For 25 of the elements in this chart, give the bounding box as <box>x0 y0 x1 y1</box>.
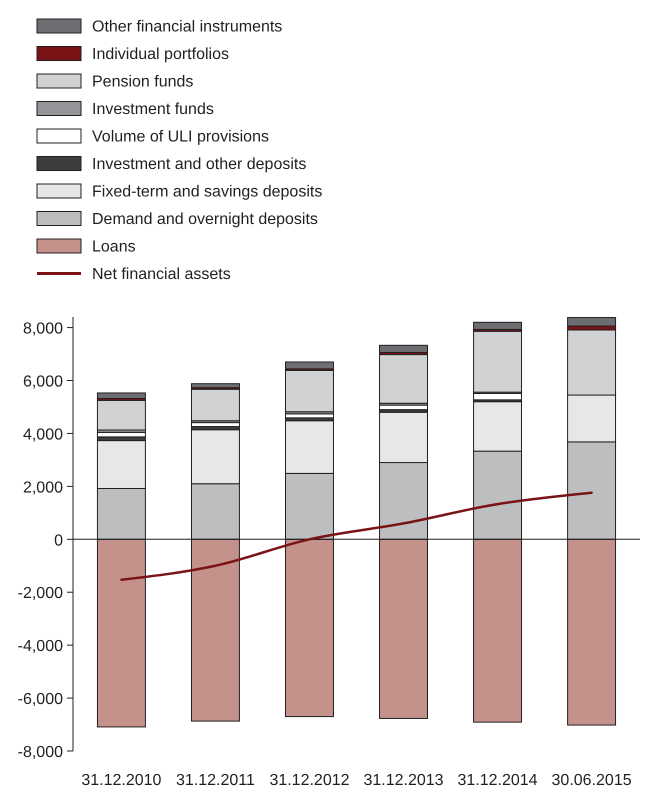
x-tick-label: 31.12.2011 <box>176 772 255 789</box>
x-tick-label: 31.12.2014 <box>458 772 538 789</box>
legend-label: Investment funds <box>92 101 214 118</box>
legend-label: Other financial instruments <box>92 18 282 36</box>
y-tick-label: -8,000 <box>18 744 64 761</box>
y-tick-label: 8,000 <box>22 320 64 338</box>
legend-label: Demand and overnight deposits <box>92 211 318 228</box>
y-tick-label: 6,000 <box>22 374 64 391</box>
legend-label: Investment and other deposits <box>92 156 306 173</box>
legend-label: Volume of ULI provisions <box>92 128 269 146</box>
y-tick-label: -4,000 <box>18 638 64 656</box>
y-tick-label: -6,000 <box>18 691 64 708</box>
y-tick-label: 4,000 <box>22 426 64 444</box>
y-tick-label: 0 <box>54 532 64 550</box>
legend-label: Pension funds <box>92 74 194 90</box>
y-tick-label: 2,000 <box>22 479 64 496</box>
legend-label: Loans <box>92 238 136 256</box>
x-tick-label: 31.12.2012 <box>269 772 350 789</box>
x-tick-label: 31.12.2010 <box>81 772 162 789</box>
legend-label: Net financial assets <box>92 266 231 283</box>
x-tick-label: 30.06.2015 <box>552 772 632 789</box>
legend-label: Fixed-term and savings deposits <box>92 184 322 200</box>
legend-label: Individual portfolios <box>92 46 229 63</box>
y-tick-label: -2,000 <box>18 585 64 602</box>
x-tick-label: 31.12.2013 <box>363 772 444 789</box>
